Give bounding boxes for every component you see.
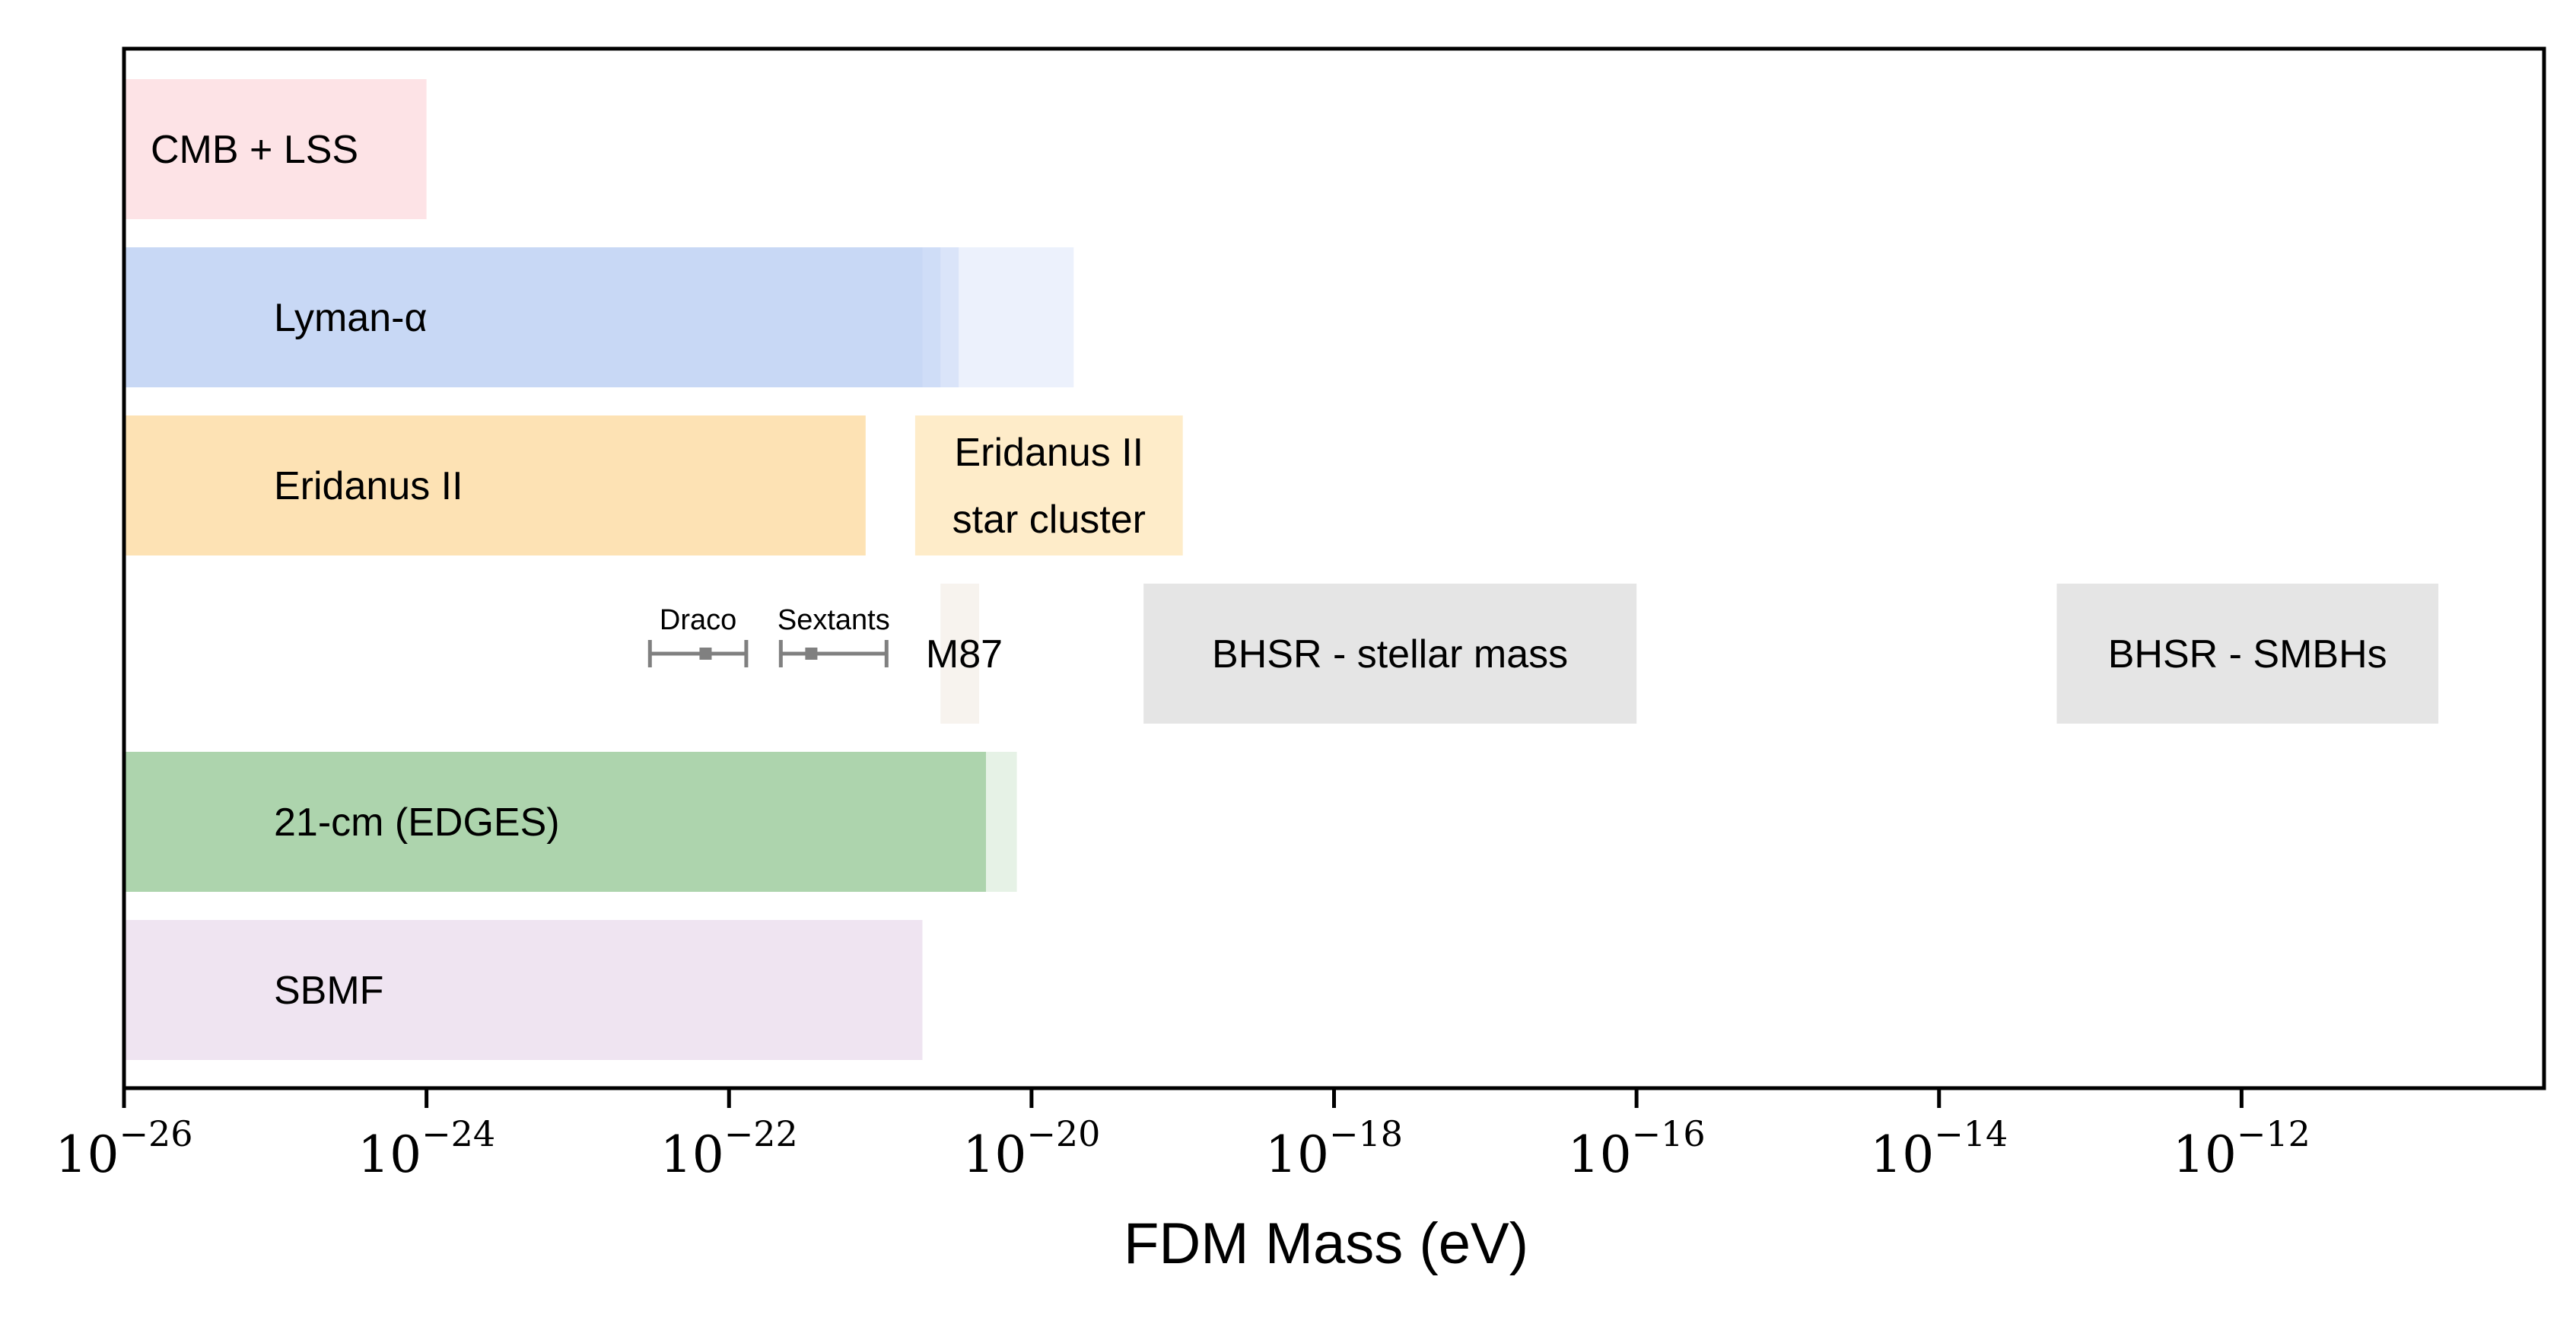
x-tick-label-7: 10−12 [2173, 1113, 2310, 1184]
bar-row3-0 [940, 584, 979, 724]
x-tick-label-4: 10−18 [1265, 1113, 1403, 1184]
error-bar-draco [647, 640, 749, 667]
bar-row0-0 [124, 79, 427, 219]
labels-layer: CMB + LSS Lyman-α Eridanus II Eridanus II st… [151, 128, 2387, 1013]
bar-label-row2-1: Eridanus II star cluster [952, 431, 1146, 542]
bar-label-row3-0: M87 [926, 632, 1003, 676]
x-tick-label-5: 10−16 [1568, 1113, 1706, 1184]
bar-label-row0-0: CMB + LSS [151, 128, 358, 172]
bar-row3-2 [2056, 584, 2439, 724]
bar-label-row2-0: Eridanus II [274, 464, 463, 508]
bar-label-row4-0: 21-cm (EDGES) [274, 801, 560, 845]
x-axis-label: FDM Mass (eV) [1124, 1211, 1528, 1276]
error-bar-label-sextants: Sextants [778, 604, 890, 636]
x-axis: 10−26 10−24 10−22 10−20 10−18 10−16 10−14 10−12 [55, 1088, 2310, 1184]
bar-row1-3 [124, 247, 923, 387]
bar-row4-1 [124, 752, 986, 892]
errorbars-layer: Draco Sextants [647, 604, 890, 667]
x-tick-label-0: 10−26 [55, 1113, 192, 1184]
bar-row3-1 [1143, 584, 1637, 724]
x-tick-label-6: 10−14 [1870, 1113, 2008, 1184]
error-bar-sextants [778, 640, 889, 667]
bar-row5-0 [124, 920, 923, 1060]
x-tick-label-1: 10−24 [358, 1113, 495, 1184]
x-tick-label-2: 10−22 [660, 1113, 798, 1184]
bar-label-row3-2: BHSR - SMBHs [2108, 632, 2387, 676]
bar-row2-0 [124, 415, 866, 555]
bar-row2-1 [914, 415, 1183, 555]
bar-label-row3-1: BHSR - stellar mass [1212, 632, 1568, 676]
bar-label-row1-0: Lyman-α [274, 296, 428, 340]
error-bar-label-draco: Draco [660, 604, 736, 636]
bars-layer [124, 79, 2439, 1060]
x-tick-label-3: 10−20 [962, 1113, 1100, 1184]
bar-label-row5-0: SBMF [274, 969, 383, 1013]
